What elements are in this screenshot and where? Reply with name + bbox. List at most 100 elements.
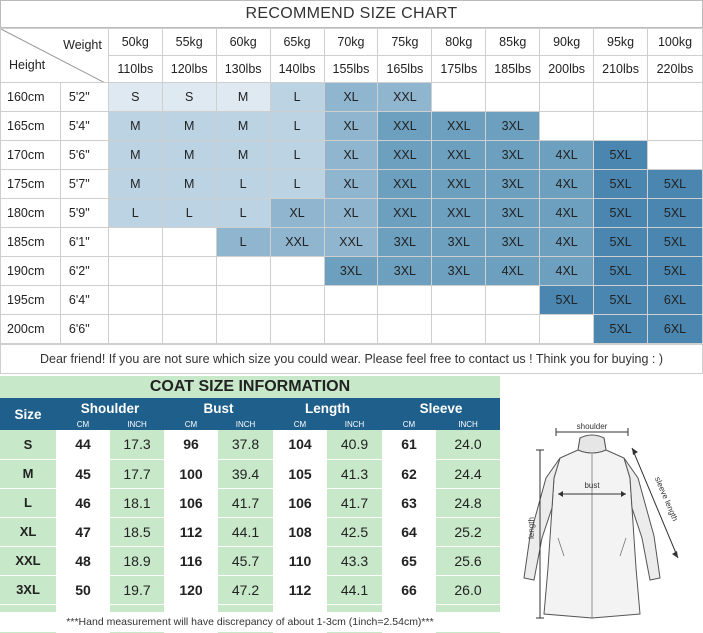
coat-size-row: XL 47 18.5 112 44.1 108 42.5 64 25.2 xyxy=(0,517,501,547)
recommended-size-cell: L xyxy=(215,169,271,199)
recommended-size-cell: L xyxy=(269,140,325,170)
unit-inch-header: INCH xyxy=(327,418,383,430)
inch-value-cell: 18.5 xyxy=(110,517,165,547)
recommended-size-cell: M xyxy=(161,169,217,199)
inch-value-cell: 18.1 xyxy=(110,488,165,518)
measure-group-header: Shoulder xyxy=(56,398,165,418)
recommended-size-cell xyxy=(485,314,541,344)
height-cm-cell: 160cm xyxy=(0,82,61,112)
recommended-size-cell: 4XL xyxy=(539,169,595,199)
unit-cm-header: CM xyxy=(164,418,219,430)
weight-kg-cell: 60kg xyxy=(215,28,271,56)
recommended-size-cell: XL xyxy=(323,140,379,170)
recommended-size-cell xyxy=(593,111,649,141)
recommended-size-cell: 5XL xyxy=(647,256,703,286)
recommended-size-cell: 3XL xyxy=(323,256,379,286)
inch-value-cell: 42.5 xyxy=(327,517,383,547)
height-cm-cell: 170cm xyxy=(0,140,61,170)
height-cm-cell: 180cm xyxy=(0,198,61,228)
recommended-size-cell: XXL xyxy=(377,140,433,170)
cm-value-cell: 106 xyxy=(164,488,219,518)
recommended-size-cell: M xyxy=(215,140,271,170)
inch-value-cell: 43.3 xyxy=(327,546,383,576)
inch-value-cell: 17.7 xyxy=(110,459,165,489)
measure-group-header: Bust xyxy=(164,398,274,418)
recommended-size-cell: XL xyxy=(323,82,379,112)
weight-kg-cell: 95kg xyxy=(593,28,649,56)
recommended-size-cell xyxy=(107,285,163,315)
inch-value-cell: 25.2 xyxy=(436,517,501,547)
cm-value-cell: 112 xyxy=(273,575,328,605)
coat-size-info-title: COAT SIZE INFORMATION xyxy=(0,376,500,398)
cm-value-cell: 65 xyxy=(382,546,437,576)
weight-lbs-cell: 110lbs xyxy=(107,55,163,83)
recommended-size-cell: XL xyxy=(323,111,379,141)
recommended-size-cell: XXL xyxy=(377,198,433,228)
inch-value-cell: 44.1 xyxy=(218,517,274,547)
inch-value-cell: 47.2 xyxy=(218,575,274,605)
weight-lbs-cell: 175lbs xyxy=(431,55,487,83)
recommended-size-cell: 3XL xyxy=(485,140,541,170)
weight-kg-cell: 75kg xyxy=(377,28,433,56)
recommended-size-cell xyxy=(593,82,649,112)
recommend-size-body: 160cm 5'2" S S M L XL XXL 165cm 5'4" M M M L XL XXL XXL 3… xyxy=(0,82,703,344)
recommended-size-cell xyxy=(647,82,703,112)
recommended-size-cell xyxy=(323,314,379,344)
coat-size-body: S 44 17.3 96 37.8 104 40.9 61 24.0 M 45 17.7 100 39.4… xyxy=(0,430,501,633)
recommended-size-cell: XXL xyxy=(377,111,433,141)
unit-inch-header: INCH xyxy=(110,418,165,430)
height-cm-cell: 190cm xyxy=(0,256,61,286)
coat-size-row: XXL 48 18.9 116 45.7 110 43.3 65 25.6 xyxy=(0,546,501,576)
recommended-size-cell: 6XL xyxy=(647,314,703,344)
recommended-size-cell xyxy=(107,227,163,257)
weight-kg-cell: 55kg xyxy=(161,28,217,56)
coat-measurement-diagram: shoulder bust length xyxy=(500,418,703,633)
contact-note: Dear friend! If you are not sure which s… xyxy=(0,344,703,374)
cm-value-cell: 46 xyxy=(56,488,110,518)
recommended-size-cell: XXL xyxy=(269,227,325,257)
height-cm-cell: 165cm xyxy=(0,111,61,141)
inch-value-cell: 41.7 xyxy=(218,488,274,518)
unit-inch-header: INCH xyxy=(436,418,501,430)
recommended-size-cell: XL xyxy=(269,198,325,228)
recommended-size-cell: L xyxy=(269,82,325,112)
recommended-size-cell: 4XL xyxy=(539,256,595,286)
recommended-size-cell: M xyxy=(107,169,163,199)
recommended-size-cell: XXL xyxy=(431,111,487,141)
weight-kg-cell: 85kg xyxy=(485,28,541,56)
recommended-size-cell: 5XL xyxy=(647,198,703,228)
weight-lbs-cell: 155lbs xyxy=(323,55,379,83)
unit-inch-header: INCH xyxy=(218,418,274,430)
recommended-size-cell xyxy=(539,111,595,141)
recommended-size-cell xyxy=(215,256,271,286)
recommend-size-table: Weight Height 50kg 55kg 60kg 65kg 70kg 75kg 80… xyxy=(0,28,703,344)
coat-size-label: XXL xyxy=(0,546,56,576)
recommended-size-cell: 5XL xyxy=(593,227,649,257)
recommended-size-cell: 4XL xyxy=(485,256,541,286)
inch-value-cell: 41.7 xyxy=(327,488,383,518)
coat-size-row: M 45 17.7 100 39.4 105 41.3 62 24.4 xyxy=(0,459,501,489)
measure-group-header: Sleeve xyxy=(382,398,501,418)
cm-value-cell: 47 xyxy=(56,517,110,547)
cm-value-cell: 61 xyxy=(382,430,437,460)
recommended-size-cell xyxy=(269,314,325,344)
recommended-size-cell xyxy=(161,314,217,344)
recommended-size-cell xyxy=(161,285,217,315)
weight-lbs-cell: 130lbs xyxy=(215,55,271,83)
recommended-size-cell xyxy=(377,285,433,315)
weight-lbs-row: 110lbs 120lbs 130lbs 140lbs 155lbs 165lbs 175l… xyxy=(1,55,703,83)
recommended-size-cell: 3XL xyxy=(485,169,541,199)
recommended-size-cell xyxy=(161,227,217,257)
cm-value-cell: 116 xyxy=(164,546,219,576)
recommended-size-cell: L xyxy=(269,169,325,199)
recommended-size-cell: M xyxy=(107,111,163,141)
recommended-size-cell: 5XL xyxy=(593,169,649,199)
recommended-size-cell: 5XL xyxy=(593,256,649,286)
weight-label: Weight xyxy=(63,38,102,52)
weight-lbs-cell: 140lbs xyxy=(269,55,325,83)
weight-lbs-cell: 210lbs xyxy=(593,55,649,83)
recommended-size-cell xyxy=(269,285,325,315)
recommended-size-cell xyxy=(431,82,487,112)
recommended-size-cell: 5XL xyxy=(647,169,703,199)
recommended-size-cell: L xyxy=(215,227,271,257)
